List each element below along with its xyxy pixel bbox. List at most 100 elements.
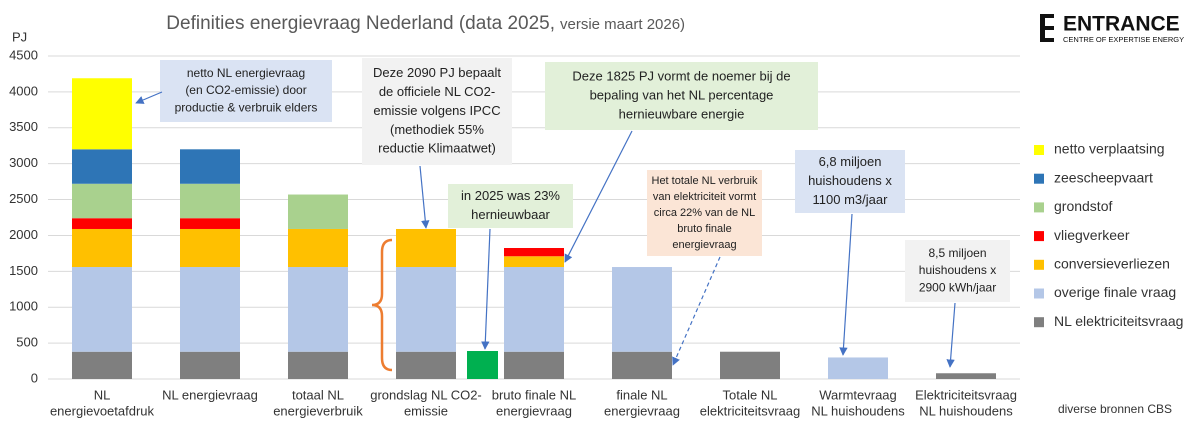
legend-label: conversieverliezen bbox=[1054, 256, 1170, 272]
y-tick-label: 3500 bbox=[9, 119, 38, 134]
bar-segment bbox=[396, 351, 456, 379]
annotation-text: hernieuwbaar bbox=[471, 207, 550, 222]
logo: ENTRANCE CENTRE OF EXPERTISE ENERGY bbox=[1040, 13, 1184, 44]
arrow bbox=[672, 256, 721, 366]
bar-segment bbox=[180, 183, 240, 219]
legend-swatch bbox=[1034, 173, 1044, 184]
y-tick-label: 500 bbox=[16, 335, 38, 350]
annotation-text: productie & verbruik elders bbox=[175, 101, 318, 115]
x-tick-label: energievoetafdruk bbox=[50, 403, 155, 418]
annotation-text: bruto finale bbox=[677, 223, 731, 235]
arrows bbox=[135, 91, 956, 372]
x-tick-label: Elektriciteitsvraag bbox=[915, 387, 1017, 402]
y-tick-label: 1000 bbox=[9, 299, 38, 314]
annotation-box bbox=[448, 184, 573, 228]
bar-segment bbox=[612, 267, 672, 352]
logo-icon bbox=[1040, 14, 1054, 42]
arrow bbox=[564, 130, 633, 263]
legend-swatch bbox=[1034, 231, 1044, 242]
bar-segment bbox=[720, 351, 780, 379]
x-tick-label: NL huishoudens bbox=[811, 403, 905, 418]
legend-swatch bbox=[1034, 145, 1044, 155]
y-tick-label: 4000 bbox=[9, 83, 38, 98]
x-tick-label: NL energievraag bbox=[162, 387, 258, 402]
x-tick-label: elektriciteitsvraag bbox=[700, 403, 800, 418]
bar-segment bbox=[72, 228, 132, 268]
x-tick-label: NL huishoudens bbox=[919, 403, 1013, 418]
annotation-text: bepaling van het NL percentage bbox=[590, 87, 774, 102]
annotation-text: reductie Klimaatwet) bbox=[378, 141, 496, 156]
bar-segment bbox=[72, 78, 132, 150]
bar-segment bbox=[828, 357, 888, 379]
legend-label: netto verplaatsing bbox=[1054, 141, 1165, 157]
y-tick-label: 3000 bbox=[9, 155, 38, 170]
x-tick-label: bruto finale NL bbox=[492, 387, 577, 402]
bar-segment bbox=[936, 373, 996, 379]
logo-name: ENTRANCE bbox=[1063, 13, 1180, 36]
annotation-text: 8,5 miljoen bbox=[928, 246, 986, 260]
bar-segment bbox=[396, 228, 456, 268]
annotation-text: in 2025 was 23% bbox=[461, 188, 560, 203]
legend-swatch bbox=[1034, 202, 1044, 213]
logo-tagline: CENTRE OF EXPERTISE ENERGY bbox=[1063, 35, 1184, 44]
annotation-text: netto NL energievraag bbox=[187, 66, 305, 80]
legend-swatch bbox=[1034, 288, 1044, 299]
legend-label: zeescheepvaart bbox=[1054, 169, 1153, 185]
brace bbox=[371, 238, 393, 372]
legend-label: NL elektriciteitsvraag bbox=[1054, 313, 1183, 329]
renewable-bar bbox=[467, 351, 498, 379]
annotation-box bbox=[647, 170, 762, 256]
arrow bbox=[419, 165, 430, 229]
x-tick-label: Totale NL bbox=[723, 387, 778, 402]
x-tick-label: emissie bbox=[404, 403, 448, 418]
annotations: netto NL energievraag (en CO2-emissie) do… bbox=[160, 58, 1010, 302]
bar-segment bbox=[72, 351, 132, 379]
annotation-text: huishoudens x bbox=[919, 263, 996, 277]
x-tick-label: energievraag bbox=[604, 403, 680, 418]
bar-segment bbox=[180, 267, 240, 352]
bar-segment bbox=[288, 351, 348, 379]
arrow bbox=[946, 302, 956, 368]
bar-segment bbox=[396, 267, 456, 352]
bar-segment bbox=[180, 218, 240, 229]
annotation-box bbox=[362, 58, 512, 165]
annotation-text: 1100 m3/jaar bbox=[813, 192, 889, 207]
annotation-box bbox=[160, 60, 332, 122]
y-axis-label: PJ bbox=[12, 29, 27, 44]
annotation-box bbox=[795, 150, 905, 213]
bar-segment bbox=[72, 183, 132, 219]
bar-segment bbox=[504, 267, 564, 352]
bar-segment bbox=[504, 248, 564, 257]
annotation-box bbox=[545, 62, 818, 130]
bar-segment bbox=[504, 256, 564, 268]
annotation-text: Deze 2090 PJ bepaalt bbox=[373, 65, 501, 80]
annotation-text: de officiele NL CO2- bbox=[379, 84, 495, 99]
legend-label: vliegverkeer bbox=[1054, 227, 1130, 243]
annotation-text: Het totale NL verbruik bbox=[652, 175, 758, 187]
y-tick-label: 2000 bbox=[9, 227, 38, 242]
bar-segment bbox=[180, 228, 240, 268]
annotation-text: 6,8 miljoen bbox=[819, 154, 882, 169]
arrow bbox=[135, 91, 163, 104]
legend-label: grondstof bbox=[1054, 198, 1112, 214]
annotation-text: huishoudens x bbox=[808, 173, 892, 188]
bar-segment bbox=[180, 351, 240, 379]
arrow bbox=[839, 213, 853, 356]
plot-area: 050010001500200025003000350040004500NLen… bbox=[9, 47, 1183, 418]
annotation-text: emissie volgens IPCC bbox=[373, 103, 500, 118]
chart-title: Definities energievraag Nederland (data … bbox=[166, 13, 555, 34]
bar-segment bbox=[72, 218, 132, 229]
annotation-text: (methodiek 55% bbox=[390, 122, 484, 137]
bar-segment bbox=[288, 228, 348, 268]
x-tick-label: grondslag NL CO2- bbox=[370, 387, 482, 402]
x-tick-label: finale NL bbox=[616, 387, 667, 402]
x-tick-label: NL bbox=[94, 387, 111, 402]
bar-segment bbox=[504, 351, 564, 379]
bar-segment bbox=[612, 351, 672, 379]
bar-segment bbox=[288, 194, 348, 229]
annotation-text: Deze 1825 PJ vormt de noemer bij de bbox=[572, 69, 790, 84]
source-note: diverse bronnen CBS bbox=[1058, 402, 1172, 416]
annotation-text: energievraag bbox=[672, 239, 736, 251]
annotation-text: 2900 kWh/jaar bbox=[919, 281, 996, 295]
bar-segment bbox=[288, 267, 348, 352]
